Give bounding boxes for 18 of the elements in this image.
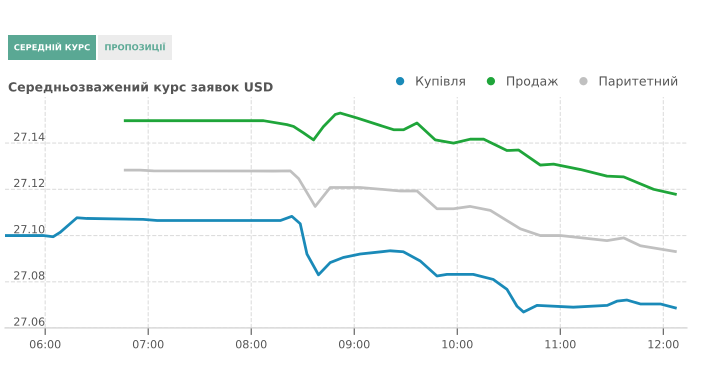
x-tick-label: 12:00: [648, 340, 679, 348]
x-tick-label: 08:00: [236, 340, 266, 348]
legend-label: Паритетний: [600, 76, 678, 88]
legend-label: Купівля: [416, 76, 465, 88]
y-tick-label: 27.10: [14, 224, 44, 234]
x-tick-label: 10:00: [442, 340, 473, 348]
x-tick-label: 06:00: [30, 340, 60, 348]
text: ПРОПОЗИЦІЇ: [105, 42, 166, 52]
y-tick-label: 27.08: [14, 271, 44, 280]
y-tick-label: 27.12: [14, 178, 44, 188]
x-tick-label: 07:00: [132, 340, 164, 348]
x-tick-label: 09:00: [338, 340, 370, 348]
text: СЕРЕДНІЙ КУРС: [14, 42, 90, 52]
y-tick-label: 27.14: [14, 132, 45, 141]
x-tick-label: 11:00: [545, 340, 576, 348]
y-tick-label: 27.06: [14, 317, 44, 326]
legend-label: Продаж: [507, 76, 558, 88]
chart-title: Середньозважений курс заявок USD: [8, 82, 273, 94]
